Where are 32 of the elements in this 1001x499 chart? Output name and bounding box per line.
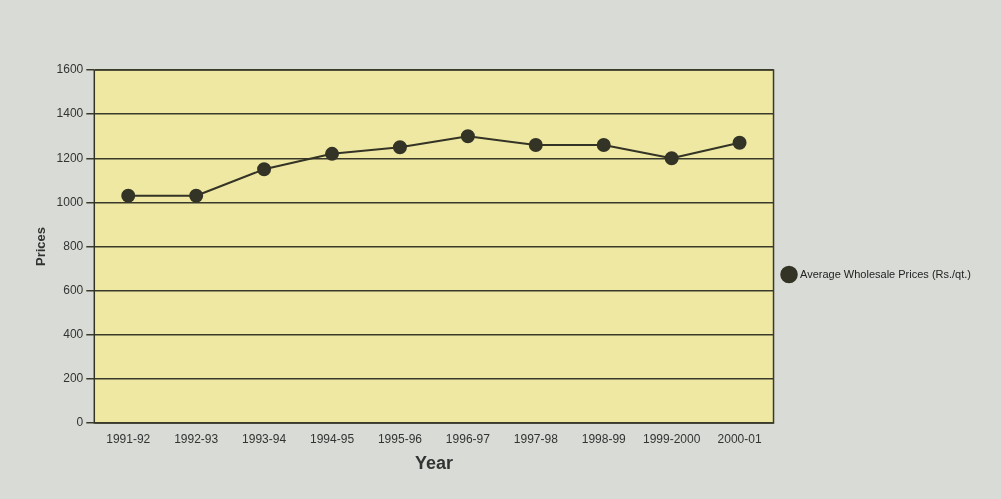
y-tick-label: 1000: [56, 194, 84, 209]
y-tick-label: 1600: [56, 62, 84, 77]
x-tick-label: 1996-97: [445, 431, 491, 446]
y-tick-label: 200: [63, 371, 84, 386]
y-tick-label: 0: [76, 415, 84, 430]
point: [325, 146, 340, 161]
x-tick-label: 1991-92: [106, 431, 151, 446]
x-tick-label: 1993-94: [242, 431, 287, 446]
x-tick-label: 1999-2000: [642, 431, 701, 446]
y-tick-label: 1200: [56, 150, 84, 165]
x-tick-label: 1998-99: [581, 431, 627, 446]
y-tick-label: 1400: [56, 106, 84, 121]
point: [257, 162, 272, 177]
x-tick-label: 2000-01: [717, 431, 762, 446]
x-tick-label: 1992-93: [174, 431, 219, 446]
point: [392, 140, 407, 155]
point: [460, 129, 475, 144]
point: [664, 151, 679, 166]
y-axis-title: Prices: [33, 226, 49, 267]
point: [528, 138, 543, 153]
point: [189, 188, 204, 203]
legend-label: Average Wholesale Prices (Rs./qt.): [800, 267, 972, 280]
point: [121, 188, 136, 203]
y-tick-label: 600: [63, 282, 84, 297]
x-tick-label: 1997-98: [513, 431, 559, 446]
x-tick-label: 1994-95: [310, 431, 355, 446]
point: [732, 135, 747, 150]
x-axis-title: Year: [414, 453, 453, 474]
y-tick-label: 800: [63, 238, 84, 253]
x-tick-label: 1995-96: [377, 431, 423, 446]
y-tick-label: 400: [63, 327, 84, 342]
point: [596, 138, 611, 153]
